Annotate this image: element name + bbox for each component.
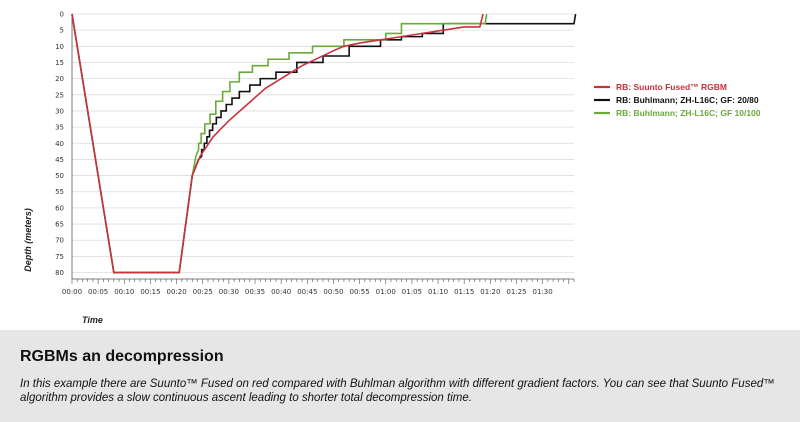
y-tick-label: 70 — [55, 237, 64, 245]
y-tick-label: 80 — [55, 269, 64, 277]
x-tick-label: 00:35 — [245, 288, 265, 296]
y-tick-label: 45 — [55, 156, 64, 164]
x-tick-label: 01:10 — [428, 288, 448, 296]
series-line-3 — [71, 13, 488, 274]
x-tick-label: 00:50 — [323, 288, 343, 296]
x-tick-label: 00:25 — [193, 288, 213, 296]
y-tick-label: 65 — [55, 221, 64, 229]
y-tick-label: 35 — [55, 124, 64, 132]
y-tick-label: 50 — [55, 172, 64, 180]
y-tick-label: 30 — [55, 107, 64, 115]
y-tick-label: 10 — [55, 43, 64, 51]
x-tick-label: 01:00 — [376, 288, 396, 296]
x-tick-label: 00:05 — [88, 288, 108, 296]
legend-entry: RB: Buhlmann; ZH-L16C; GF 10/100 — [616, 108, 761, 118]
legend-entry: RB: Buhlmann; ZH-L16C; GF: 20/80 — [616, 95, 759, 105]
series-lines — [71, 13, 577, 274]
y-tick-label: 55 — [55, 188, 64, 196]
grid — [72, 13, 574, 273]
y-axis-label: Depth (meters) — [23, 208, 33, 272]
x-tick-label: 00:00 — [62, 288, 82, 296]
chart-svg: 0 5 10 15 20 25 30 35 40 45 50 55 60 65 70 75 80 00:00 00:… — [23, 11, 761, 326]
series-line-1 — [71, 13, 484, 274]
y-tick-label: 20 — [55, 75, 64, 83]
x-tick-label: 01:05 — [402, 288, 422, 296]
y-tick-label: 40 — [55, 140, 64, 148]
x-tick-label: 00:15 — [140, 288, 160, 296]
x-tick-label: 00:55 — [350, 288, 370, 296]
y-tick-label: 0 — [60, 11, 64, 19]
legend-entry: RB: Suunto Fused™ RGBM — [616, 82, 727, 92]
legend: RB: Suunto Fused™ RGBM RB: Buhlmann; ZH-L… — [594, 82, 761, 118]
x-tick-label: 01:25 — [506, 288, 526, 296]
x-tick-label: 00:40 — [271, 288, 291, 296]
y-tick-label: 25 — [55, 91, 64, 99]
y-tick-label: 15 — [55, 59, 64, 67]
x-tick-label: 00:20 — [166, 288, 186, 296]
series-line-2 — [71, 13, 577, 274]
y-tick-label: 75 — [55, 253, 64, 261]
x-tick-label: 01:15 — [454, 288, 474, 296]
x-tick-label: 00:30 — [219, 288, 239, 296]
y-tick-label: 5 — [60, 27, 64, 35]
axes: 0 5 10 15 20 25 30 35 40 45 50 55 60 65 70 75 80 00:00 00:… — [55, 11, 575, 296]
x-tick-label: 00:10 — [114, 288, 134, 296]
x-tick-label: 00:45 — [297, 288, 317, 296]
x-tick-label: 01:20 — [480, 288, 500, 296]
y-tick-label: 60 — [55, 204, 64, 212]
x-tick-label: 01:30 — [533, 288, 553, 296]
depth-profile-chart: 0 5 10 15 20 25 30 35 40 45 50 55 60 65 70 75 80 00:00 00:… — [23, 10, 761, 326]
caption-title: RGBMs an decompression — [20, 348, 224, 365]
caption-text: In this example there are Suunto™ Fused … — [20, 378, 775, 404]
x-axis-label: Time — [82, 315, 103, 325]
caption-panel: RGBMs an decompression In this example t… — [0, 330, 800, 422]
